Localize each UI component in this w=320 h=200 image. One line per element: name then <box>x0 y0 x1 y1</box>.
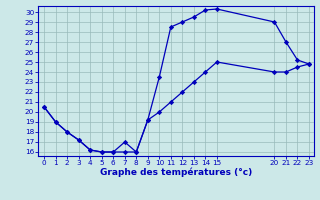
X-axis label: Graphe des températures (°c): Graphe des températures (°c) <box>100 168 252 177</box>
